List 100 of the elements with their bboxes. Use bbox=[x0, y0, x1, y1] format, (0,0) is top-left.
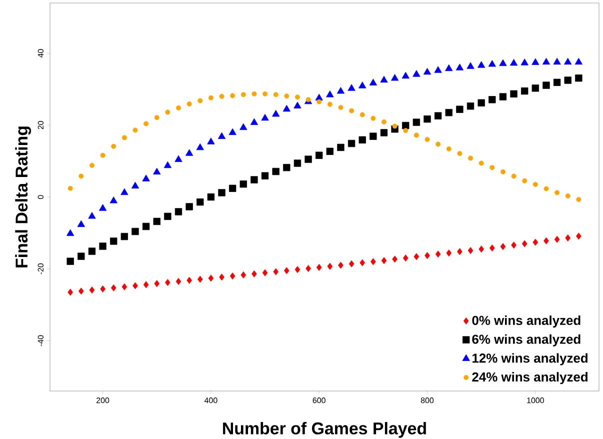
point bbox=[488, 60, 496, 67]
point bbox=[424, 115, 431, 123]
point bbox=[574, 58, 582, 65]
point bbox=[100, 285, 106, 292]
point bbox=[445, 108, 452, 116]
point bbox=[294, 94, 300, 100]
point bbox=[262, 91, 268, 96]
point bbox=[77, 220, 85, 227]
point bbox=[100, 152, 106, 158]
point bbox=[358, 136, 366, 144]
point bbox=[490, 165, 495, 170]
point bbox=[522, 178, 528, 184]
point bbox=[196, 198, 204, 206]
point bbox=[228, 128, 236, 135]
point bbox=[143, 281, 149, 288]
point bbox=[252, 91, 257, 96]
point bbox=[414, 253, 420, 260]
point bbox=[370, 132, 377, 140]
point bbox=[414, 132, 419, 138]
point bbox=[66, 229, 74, 236]
point bbox=[412, 118, 420, 126]
point bbox=[174, 155, 182, 162]
point bbox=[176, 105, 181, 110]
point bbox=[392, 256, 398, 263]
point bbox=[228, 184, 236, 192]
point bbox=[348, 140, 356, 148]
point bbox=[511, 242, 516, 249]
x-axis-title: Number of Games Played bbox=[223, 422, 426, 438]
point bbox=[218, 132, 226, 139]
point bbox=[468, 247, 474, 254]
point bbox=[316, 152, 323, 159]
point bbox=[282, 104, 290, 112]
point bbox=[544, 186, 549, 192]
point bbox=[315, 94, 323, 100]
point bbox=[250, 176, 258, 184]
point bbox=[304, 156, 312, 163]
point bbox=[349, 108, 354, 114]
point bbox=[230, 93, 236, 98]
point bbox=[499, 59, 507, 66]
point bbox=[272, 168, 280, 176]
point bbox=[436, 142, 441, 147]
point bbox=[532, 84, 539, 92]
point bbox=[358, 82, 366, 88]
point bbox=[273, 268, 278, 276]
point bbox=[369, 78, 377, 86]
point bbox=[500, 243, 506, 250]
point bbox=[165, 279, 170, 286]
point bbox=[434, 112, 442, 120]
point bbox=[240, 271, 246, 278]
point bbox=[326, 90, 334, 98]
point bbox=[132, 128, 138, 133]
point bbox=[446, 250, 452, 257]
point bbox=[122, 135, 127, 140]
point bbox=[294, 266, 300, 274]
legend-label: 0% wins analyzed bbox=[472, 316, 580, 328]
point bbox=[402, 122, 410, 130]
point bbox=[338, 262, 344, 269]
point bbox=[466, 62, 474, 69]
point bbox=[382, 119, 386, 124]
point bbox=[219, 274, 224, 281]
point bbox=[306, 265, 311, 272]
point bbox=[89, 162, 94, 168]
point bbox=[110, 238, 118, 245]
point bbox=[522, 240, 528, 248]
point bbox=[348, 260, 354, 268]
point bbox=[316, 264, 322, 271]
point bbox=[338, 105, 344, 110]
point bbox=[252, 270, 257, 278]
y-axis-title: Final Delta Rating bbox=[15, 126, 32, 268]
point bbox=[111, 144, 116, 149]
point bbox=[66, 258, 74, 265]
point bbox=[542, 82, 550, 89]
point bbox=[424, 137, 430, 142]
point bbox=[132, 282, 138, 290]
point bbox=[381, 257, 387, 264]
point bbox=[208, 95, 214, 100]
point bbox=[78, 288, 84, 295]
point bbox=[294, 102, 302, 108]
point bbox=[390, 74, 399, 81]
point bbox=[186, 276, 192, 284]
point bbox=[164, 212, 172, 220]
point bbox=[120, 188, 128, 195]
point bbox=[435, 250, 441, 258]
point bbox=[250, 118, 258, 125]
point bbox=[554, 236, 560, 243]
point bbox=[445, 64, 453, 72]
point bbox=[78, 252, 85, 260]
point bbox=[122, 283, 128, 290]
point bbox=[142, 222, 150, 230]
point bbox=[466, 102, 474, 110]
point bbox=[423, 68, 432, 75]
point bbox=[207, 138, 215, 144]
point bbox=[218, 189, 226, 196]
point bbox=[68, 288, 73, 296]
point bbox=[478, 61, 486, 68]
point bbox=[165, 110, 170, 115]
point bbox=[412, 70, 420, 77]
point bbox=[284, 267, 290, 274]
point bbox=[110, 196, 118, 204]
point bbox=[327, 102, 332, 107]
